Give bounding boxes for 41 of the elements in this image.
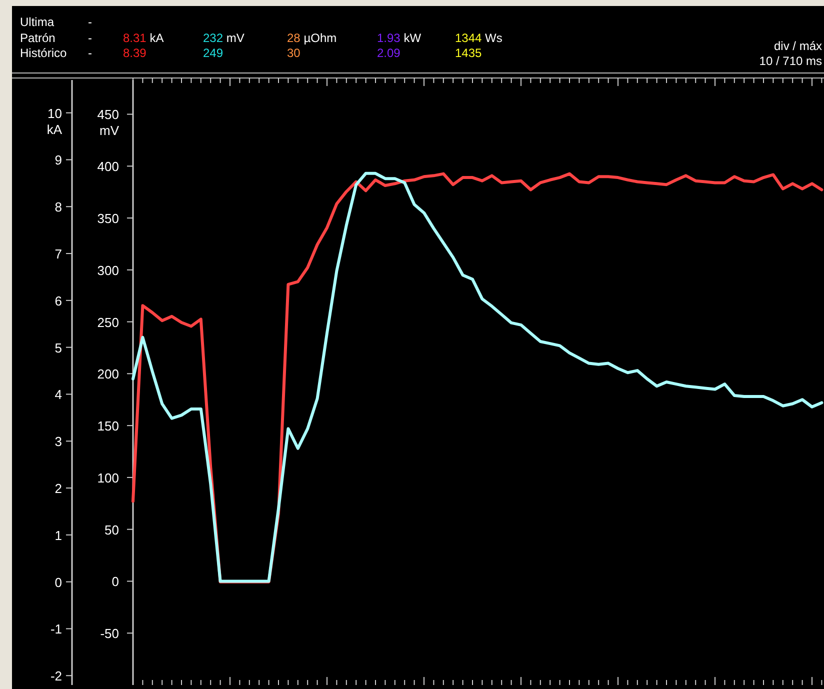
text: Patrón -	[20, 31, 92, 45]
text: 2.09	[377, 46, 401, 60]
y-tick-label: 10	[48, 106, 62, 121]
text: div / máx	[774, 39, 822, 53]
y-tick-label: 3	[54, 434, 62, 450]
y2-tick-label: 400	[97, 159, 119, 174]
y-tick-label: 7	[54, 246, 62, 262]
y-tick-label: 0	[54, 574, 62, 590]
text: 10 / 710 ms	[759, 54, 822, 68]
y-tick-label: 1	[54, 528, 62, 543]
y2-tick-label: 50	[104, 522, 119, 538]
y2-tick-label: 200	[97, 366, 119, 382]
y-tick-label: 9	[54, 152, 62, 168]
y2-tick-label: 250	[97, 314, 119, 330]
text: 28 µOhm	[287, 31, 337, 45]
y-tick-label: 5	[54, 340, 62, 356]
y-tick-label: 6	[54, 293, 62, 308]
y-axis-title: kA	[46, 122, 62, 137]
text: 8.31 kA	[123, 31, 164, 45]
text: 232 mV	[203, 31, 244, 45]
y2-tick-label: 450	[97, 107, 119, 122]
text: Histórico -	[20, 46, 92, 60]
text: 8.39	[123, 46, 147, 60]
text: 249	[203, 46, 224, 60]
text: 30	[287, 46, 301, 60]
y-tick-label: -1	[50, 622, 62, 637]
y2-tick-label: 0	[112, 574, 119, 590]
y2-tick-label: 100	[97, 470, 119, 486]
y2-tick-label: 150	[97, 418, 119, 434]
text: Ultima -	[20, 15, 92, 29]
y-tick-label: 8	[54, 200, 62, 215]
y-tick-label: 2	[54, 481, 62, 496]
y2-axis-title: mV	[100, 123, 120, 138]
y2-tick-label: 350	[97, 211, 119, 226]
y2-tick-label: -50	[100, 626, 119, 642]
text: 1435	[455, 46, 482, 60]
y2-tick-label: 300	[97, 262, 119, 278]
y-tick-label: 4	[54, 387, 62, 402]
text: 1.93 kW	[377, 31, 422, 45]
y-tick-label: -2	[50, 668, 62, 684]
text: 1344 Ws	[455, 31, 502, 45]
